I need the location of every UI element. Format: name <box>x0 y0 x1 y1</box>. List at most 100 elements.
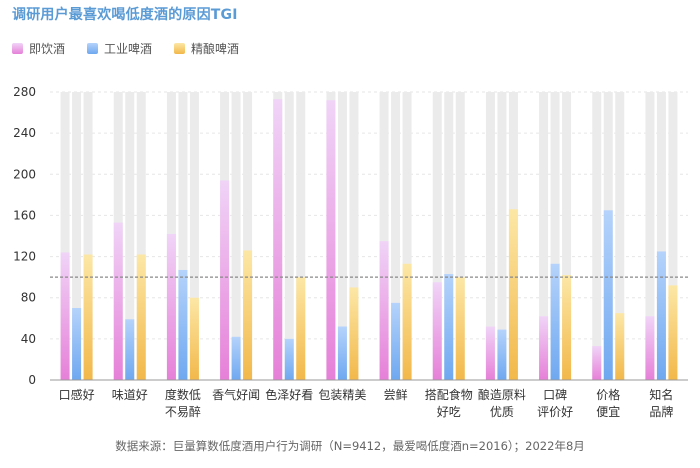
x-tick-label: 价格 <box>596 387 620 402</box>
bar-1-11 <box>656 251 666 380</box>
bar-0-2 <box>166 233 176 380</box>
bar-background <box>337 92 347 380</box>
x-tick-label: 优质 <box>490 405 514 419</box>
x-tick-label: 香气好闻 <box>212 387 260 402</box>
bar-background <box>455 92 465 380</box>
x-tick-label: 评价好 <box>537 405 573 419</box>
x-tick-label: 品牌 <box>649 405 673 419</box>
bar-0-11 <box>645 316 655 380</box>
bar-background <box>402 92 412 380</box>
bar-background <box>432 92 442 380</box>
bar-2-11 <box>668 285 678 380</box>
bar-0-7 <box>432 282 442 380</box>
bar-1-5 <box>337 326 347 380</box>
bar-1-0 <box>72 308 82 380</box>
x-tick-label: 度数低 <box>165 387 201 402</box>
bar-background <box>550 92 560 380</box>
source-note: 数据来源：巨量算数低度酒用户行为调研（N=9412，最爱喝低度酒n=2016）；… <box>115 439 585 453</box>
bar-1-4 <box>284 338 294 380</box>
bar-0-8 <box>485 326 495 380</box>
x-tick-label: 便宜 <box>596 404 620 419</box>
legend-swatch <box>174 43 186 54</box>
legend-label: 精酿啤酒 <box>191 42 240 56</box>
y-tick-label: 160 <box>13 208 36 222</box>
bar-background <box>562 92 572 380</box>
x-tick-label: 色泽好看 <box>265 388 313 402</box>
x-tick-label: 口碑 <box>543 387 567 402</box>
legend-label: 即饮酒 <box>29 42 66 56</box>
x-tick-label: 酿造原料 <box>478 387 526 402</box>
bar-background <box>125 92 135 380</box>
bar-1-10 <box>603 210 613 380</box>
y-tick-label: 0 <box>28 373 36 387</box>
bar-0-9 <box>539 316 549 380</box>
legend: 即饮酒 工业啤酒 精酿啤酒 <box>12 40 239 57</box>
bar-background <box>656 92 666 380</box>
bar-background <box>349 92 359 380</box>
bar-background <box>668 92 678 380</box>
bar-background <box>83 92 93 380</box>
bar-background <box>379 92 389 380</box>
bar-background <box>444 92 454 380</box>
legend-item-1: 工业啤酒 <box>87 40 152 57</box>
bar-2-4 <box>296 277 306 380</box>
chart-title: 调研用户最喜欢喝低度酒的原因TGI <box>12 7 238 23</box>
bar-1-2 <box>178 269 188 380</box>
y-tick-label: 200 <box>13 167 36 181</box>
legend-swatch <box>12 43 23 54</box>
bar-1-8 <box>497 329 507 380</box>
x-tick-label: 好吃 <box>437 405 461 419</box>
y-tick-label: 40 <box>21 332 36 346</box>
bar-background <box>231 92 241 380</box>
bar-background <box>243 92 253 380</box>
bar-2-1 <box>136 254 146 380</box>
legend-item-0: 即饮酒 <box>12 40 65 57</box>
bar-0-0 <box>60 252 70 380</box>
bar-background <box>645 92 655 380</box>
bar-0-5 <box>326 100 336 380</box>
bar-background <box>136 92 146 380</box>
bar-background <box>296 92 306 380</box>
bar-2-8 <box>508 209 518 380</box>
x-tick-label: 知名 <box>649 387 673 402</box>
bar-2-2 <box>189 297 199 380</box>
bar-2-9 <box>562 275 572 380</box>
bar-2-6 <box>402 263 412 380</box>
x-tick-label: 不易醉 <box>165 404 201 419</box>
x-tick-label: 搭配食物 <box>425 387 473 402</box>
bar-0-6 <box>379 241 389 380</box>
y-tick-label: 120 <box>13 250 36 264</box>
y-tick-label: 240 <box>13 126 36 140</box>
bar-1-3 <box>231 336 241 380</box>
bar-background <box>189 92 199 380</box>
x-tick-label: 味道好 <box>112 388 148 402</box>
bar-background <box>72 92 82 380</box>
bar-2-5 <box>349 287 359 380</box>
x-tick-label: 口感好 <box>59 387 95 402</box>
legend-label: 工业啤酒 <box>104 42 153 56</box>
bar-background <box>391 92 401 380</box>
bar-background <box>615 92 625 380</box>
bar-2-7 <box>455 277 465 380</box>
bar-background <box>60 92 70 380</box>
bar-0-10 <box>592 346 602 380</box>
bar-background <box>284 92 294 380</box>
bar-background <box>485 92 495 380</box>
bar-background <box>539 92 549 380</box>
bar-background <box>592 92 602 380</box>
x-tick-label: 包装精美 <box>318 388 366 402</box>
bar-2-3 <box>243 250 253 380</box>
legend-item-2: 精酿啤酒 <box>174 40 239 57</box>
x-tick-label: 尝鲜 <box>384 387 408 402</box>
bar-2-0 <box>83 254 93 380</box>
bar-0-1 <box>113 222 123 380</box>
bar-1-9 <box>550 263 560 380</box>
legend-swatch <box>87 43 99 54</box>
bar-1-6 <box>391 302 401 380</box>
bar-0-3 <box>220 180 230 380</box>
bar-1-7 <box>444 274 454 380</box>
y-tick-label: 280 <box>13 85 36 99</box>
bar-1-1 <box>125 319 135 380</box>
bar-0-4 <box>273 99 283 380</box>
